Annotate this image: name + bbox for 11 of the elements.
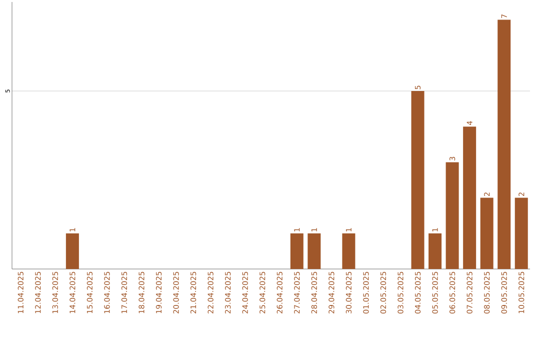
bar bbox=[411, 91, 424, 269]
bar bbox=[446, 162, 459, 269]
bar bbox=[66, 233, 79, 269]
bar bbox=[498, 20, 511, 269]
bar bbox=[480, 198, 494, 269]
bar bbox=[342, 233, 356, 269]
bar bbox=[308, 233, 321, 269]
bar bbox=[428, 233, 442, 269]
bar bbox=[463, 126, 476, 269]
bar bbox=[514, 198, 528, 269]
bar bbox=[290, 233, 304, 269]
